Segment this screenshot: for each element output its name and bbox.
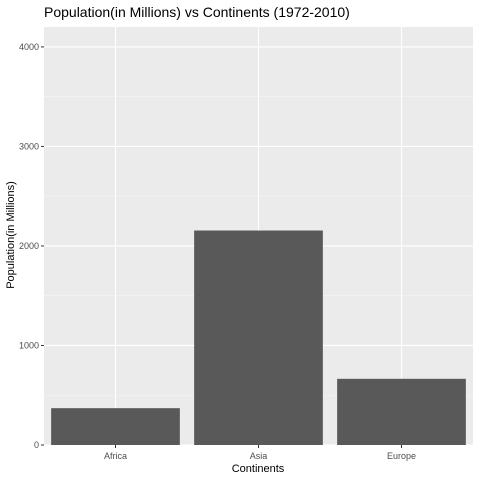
bar-asia xyxy=(194,230,323,445)
y-tick-label: 2000 xyxy=(19,241,39,251)
x-tick-label: Africa xyxy=(104,451,127,461)
bar-europe xyxy=(337,378,466,445)
y-tick-label: 0 xyxy=(34,440,39,450)
bar-africa xyxy=(51,408,180,445)
chart-title: Population(in Millions) vs Continents (1… xyxy=(44,4,350,20)
bars xyxy=(51,230,466,445)
y-tick-label: 4000 xyxy=(19,42,39,52)
x-axis-title: Continents xyxy=(232,463,285,475)
x-tick-label: Europe xyxy=(387,451,416,461)
y-axis: 0 1000 2000 3000 4000 xyxy=(19,42,44,450)
y-axis-title: Population(in Millions) xyxy=(5,181,17,289)
y-tick-label: 3000 xyxy=(19,141,39,151)
x-axis: Africa Asia Europe xyxy=(104,445,416,461)
y-tick-label: 1000 xyxy=(19,340,39,350)
x-tick-label: Asia xyxy=(250,451,268,461)
